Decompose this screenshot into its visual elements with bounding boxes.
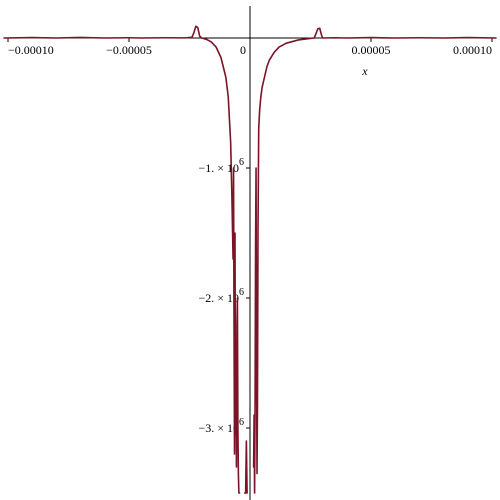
y-tick-exponent: 6 xyxy=(239,157,244,168)
x-tick-label: 0.00005 xyxy=(352,43,391,57)
y-tick-exponent: 6 xyxy=(239,287,244,298)
x-tick-label: −0.00005 xyxy=(106,43,152,57)
axes-group xyxy=(8,6,492,500)
y-tick-mantissa: −2. × 10 xyxy=(198,291,239,305)
x-tick-group: −0.00010 −0.00005 0 0.00005 0.00010 xyxy=(7,38,493,57)
y-tick-mantissa: −3. × 10 xyxy=(198,421,239,435)
y-tick-label: −1. × 106 xyxy=(198,157,244,175)
x-tick-label: 0 xyxy=(240,43,246,57)
x-tick-label: −0.00010 xyxy=(8,43,54,57)
y-tick-label: −3. × 106 xyxy=(198,417,244,435)
x-axis-label: x xyxy=(361,64,368,78)
series-group xyxy=(3,25,497,494)
y-tick-exponent: 6 xyxy=(239,417,244,428)
y-tick-label: −2. × 106 xyxy=(198,287,244,305)
y-tick-group: −1. × 106−2. × 106−3. × 106 xyxy=(198,157,250,435)
y-tick-mantissa: −1. × 10 xyxy=(198,161,239,175)
x-tick-label: 0.00010 xyxy=(453,43,492,57)
series-line-3 xyxy=(252,27,497,494)
series-line-1 xyxy=(3,25,241,494)
series-line-2 xyxy=(243,440,248,494)
